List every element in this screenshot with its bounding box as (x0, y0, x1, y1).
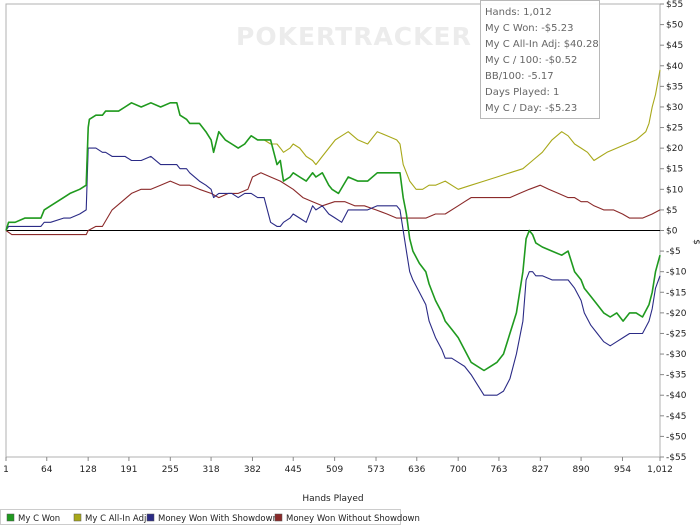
y-tick-label: -$30 (666, 350, 687, 360)
y-tick-label: $20 (666, 144, 683, 154)
x-tick-label: 573 (367, 465, 384, 475)
y-tick-label: $40 (666, 62, 683, 72)
stats-line: My C / Day: -$5.23 (485, 103, 577, 114)
x-axis-title: Hands Played (302, 494, 363, 504)
y-tick-label: -$20 (666, 309, 687, 319)
stats-box: Hands: 1,012 My C Won: -$5.23 My C All-In … (480, 0, 600, 119)
x-tick-label: 255 (162, 465, 179, 475)
y-tick-label: -$35 (666, 371, 686, 381)
y-tick-label: -$10 (666, 268, 687, 278)
pokertracker-watermark-logo: POKERTRACKER (236, 22, 472, 51)
y-tick-label: $30 (666, 103, 683, 113)
y-axis-title: $ (691, 239, 700, 245)
y-tick-label: -$45 (666, 412, 686, 422)
legend-item-label: Money Won Without Showdown (286, 514, 420, 524)
series-line-money-won-without-showdown (5, 172, 661, 236)
stats-line: My C Won: -$5.23 (485, 23, 573, 34)
y-tick-label: $25 (666, 124, 683, 134)
stats-line: BB/100: -5.17 (485, 71, 554, 82)
x-axis: 1 64 128 191 255 318 382 445 509 573 636 700 763 827 8… (3, 457, 673, 475)
stats-line: Days Played: 1 (485, 87, 559, 98)
x-tick-label: 191 (120, 465, 137, 475)
stats-line: My C / 100: -$0.52 (485, 55, 577, 66)
y-axis: $55 $50 $45 $40 $35 $30 $25 $20 $15 $10 $5 $0 -$5 -$1… (660, 0, 687, 463)
y-tick-label: -$5 (666, 247, 681, 257)
x-tick-label: 64 (41, 465, 53, 475)
x-tick-label: 445 (285, 465, 302, 475)
legend-swatch (274, 513, 283, 522)
legend-swatch (6, 513, 15, 522)
y-tick-label: -$55 (666, 453, 686, 463)
y-tick-label: -$40 (666, 391, 687, 401)
y-tick-label: $5 (666, 206, 677, 216)
y-tick-label: -$25 (666, 329, 686, 339)
y-tick-label: $10 (666, 185, 683, 195)
legend: My C Won My C All-In Adj Money Won With Sh… (0, 509, 420, 525)
x-tick-label: 382 (244, 465, 261, 475)
x-tick-label: 509 (326, 465, 343, 475)
legend-item-label: My C Won (18, 514, 60, 524)
x-tick-label: 827 (532, 465, 549, 475)
x-tick-label: 636 (408, 465, 425, 475)
series-lines (5, 69, 661, 396)
legend-swatch (73, 513, 82, 522)
x-tick-label: 1,012 (647, 465, 673, 475)
y-tick-label: -$50 (666, 432, 687, 442)
y-tick-label: -$15 (666, 288, 686, 298)
x-tick-label: 318 (202, 465, 219, 475)
y-tick-label: $45 (666, 41, 683, 51)
y-tick-label: $35 (666, 82, 683, 92)
legend-swatch (146, 513, 155, 522)
series-line-money-won-with-showdown (5, 147, 661, 396)
x-tick-label: 128 (80, 465, 97, 475)
y-tick-label: $15 (666, 165, 683, 175)
x-tick-label: 890 (572, 465, 589, 475)
legend-item-label: My C All-In Adj (85, 514, 146, 524)
x-tick-label: 1 (3, 465, 9, 475)
series-line-my-c-won (5, 102, 661, 372)
stats-line: Hands: 1,012 (485, 7, 552, 18)
legend-item-label: Money Won With Showdown (158, 514, 278, 524)
x-tick-label: 954 (614, 465, 631, 475)
x-tick-label: 763 (490, 465, 507, 475)
x-tick-label: 700 (450, 465, 467, 475)
y-tick-label: $55 (666, 0, 683, 10)
y-tick-label: $0 (666, 227, 678, 237)
y-tick-label: $50 (666, 21, 683, 31)
stats-line: My C All-In Adj: $40.28 (485, 39, 599, 50)
